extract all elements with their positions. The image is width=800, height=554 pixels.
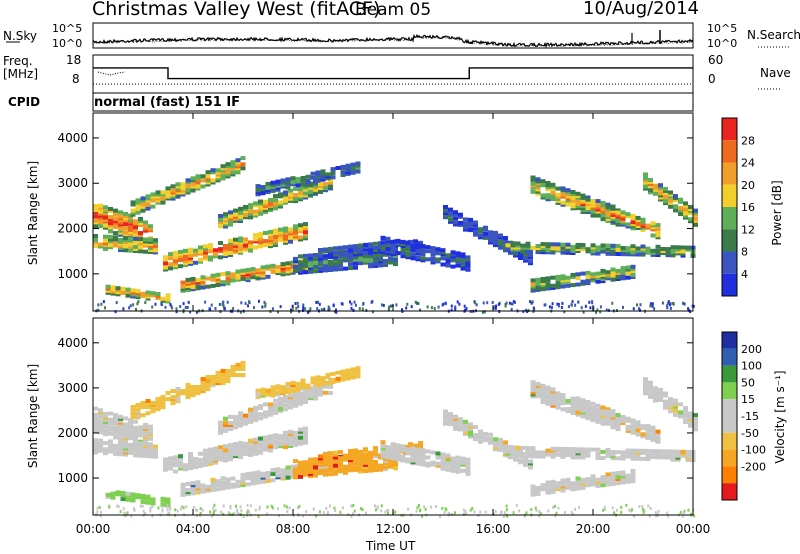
velocity-colorbar-segment (722, 365, 737, 383)
velocity-colorbar-tick: 200 (741, 343, 762, 356)
freq-panel-frame (92, 54, 694, 94)
velocity-colorbar-segment (722, 416, 737, 433)
cpid-text: normal (fast) 151 IF (94, 95, 241, 110)
date-label: 10/Aug/2014 (583, 0, 699, 19)
velocity-colorbar-tick: 50 (741, 376, 755, 389)
power-colorbar-tick: 16 (741, 201, 755, 214)
velocity-heatmap (93, 360, 698, 518)
power-colorbar-segment (722, 273, 737, 296)
frequency-series (93, 67, 693, 80)
cpid-label: CPID (8, 95, 41, 109)
velocity-colorbar-segment (722, 382, 737, 400)
power-colorbar-frame (721, 117, 738, 297)
x-tick-label: 20:00 (576, 522, 611, 536)
velocity-colorbar-tick: -100 (741, 444, 766, 457)
y-tick-label: 2000 (57, 222, 88, 236)
nsky-tick-bottom: 10^0 (52, 37, 83, 50)
velocity-colorbar-tick: -200 (741, 460, 766, 473)
power-colorbar-tick: 4 (741, 268, 748, 281)
x-tick-label: 00:00 (76, 522, 111, 536)
velocity-colorbar-segment (722, 483, 737, 500)
nsearch-series (92, 35, 694, 48)
power-colorbar-segment (722, 184, 737, 207)
y-tick-label: 3000 (57, 381, 88, 395)
velocity-colorbar-segment (722, 348, 737, 366)
nsearch-tick-bottom: 10^0 (707, 37, 738, 50)
nave-series (97, 71, 126, 76)
y-tick-label: 4000 (57, 131, 88, 145)
power-colorbar-tick: 8 (741, 246, 748, 259)
beam-label: Beam 05 (355, 0, 432, 20)
nsky-tick-top: 10^5 (52, 22, 83, 35)
nsky-label: N.Sky (3, 29, 38, 43)
y-tick-label: 1000 (57, 267, 88, 281)
power-colorbar-tick: 12 (741, 223, 755, 236)
x-tick-label: 16:00 (476, 522, 511, 536)
velocity-colorbar-tick: 15 (741, 393, 755, 406)
power-colorbar-tick: 20 (741, 179, 755, 192)
freq-label: Freq. [MHz] (3, 54, 39, 81)
y-tick-label: 3000 (57, 176, 88, 190)
velocity-colorbar-segment (722, 332, 737, 349)
x-tick-label: 08:00 (276, 522, 311, 536)
power-colorbar-segment (722, 251, 737, 274)
power-colorbar-segment (722, 229, 737, 252)
y-tick-label: 4000 (57, 336, 88, 350)
velocity-colorbar-segment (722, 466, 737, 484)
y-tick-label: 2000 (57, 426, 88, 440)
x-tick-label: 12:00 (376, 522, 411, 536)
nsky-panel-frame (92, 22, 694, 49)
x-tick-label: 00:00 (676, 522, 711, 536)
nave-label: Nave (760, 66, 791, 80)
velocity-colorbar-segment (722, 399, 737, 416)
velocity-colorbar-tick: 100 (741, 360, 762, 373)
velocity-colorbar-tick: -50 (741, 427, 759, 440)
velocity-colorbar-segment (722, 432, 737, 450)
power-colorbar-tick: 24 (741, 157, 755, 170)
power-heatmap (93, 156, 698, 314)
power-colorbar-segment (722, 118, 737, 141)
power-colorbar-segment (722, 140, 737, 163)
freq-tick-top: 18 (66, 53, 82, 67)
nsearch-label: N.Search (747, 28, 800, 42)
velocity-colorbar-tick: -15 (741, 410, 759, 423)
velocity-colorbar-frame (721, 331, 738, 501)
freq-tick-bottom: 8 (72, 72, 80, 86)
velocity-colorbar-segment (722, 449, 737, 467)
y-tick-label: 1000 (57, 471, 88, 485)
x-axis-label: Time UT (366, 539, 416, 553)
power-colorbar-segment (722, 162, 737, 185)
cpid-panel-frame (92, 92, 694, 112)
nsearch-tick-top: 10^5 (707, 22, 738, 35)
x-tick-label: 04:00 (176, 522, 211, 536)
nave-tick-bottom: 0 (708, 72, 716, 86)
power-colorbar-tick: 28 (741, 134, 755, 147)
plot-title: Christmas Valley West (fitACF) (92, 0, 381, 20)
power-colorbar-segment (722, 207, 737, 230)
nave-tick-top: 60 (708, 53, 724, 67)
